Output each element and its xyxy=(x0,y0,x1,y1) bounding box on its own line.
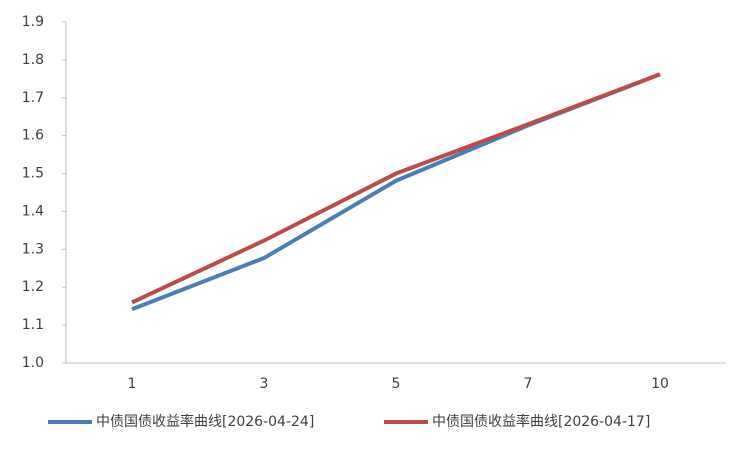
x-tick-label: 7 xyxy=(524,376,533,392)
y-tick-label: 1.4 xyxy=(22,203,44,219)
x-tick-label: 1 xyxy=(128,376,137,392)
y-tick-label: 1.7 xyxy=(22,90,44,106)
legend-label: 中债国债收益率曲线[2026-04-24] xyxy=(96,413,314,430)
y-tick-label: 1.5 xyxy=(22,166,44,182)
y-tick-label: 1.1 xyxy=(22,317,44,333)
y-tick-label: 1.0 xyxy=(22,355,44,371)
series-line xyxy=(131,72,661,312)
y-tick-label: 1.8 xyxy=(22,52,44,68)
y-tick-label: 1.2 xyxy=(22,279,44,295)
y-tick-label: 1.6 xyxy=(22,128,44,144)
x-tick-label: 10 xyxy=(651,376,669,392)
y-tick-label: 1.9 xyxy=(22,14,44,30)
x-tick-label: 3 xyxy=(260,376,269,392)
x-tick-label: 5 xyxy=(392,376,401,392)
legend-label: 中债国债收益率曲线[2026-04-17] xyxy=(432,413,650,430)
y-tick-label: 1.3 xyxy=(22,241,44,257)
series-line xyxy=(131,72,661,305)
